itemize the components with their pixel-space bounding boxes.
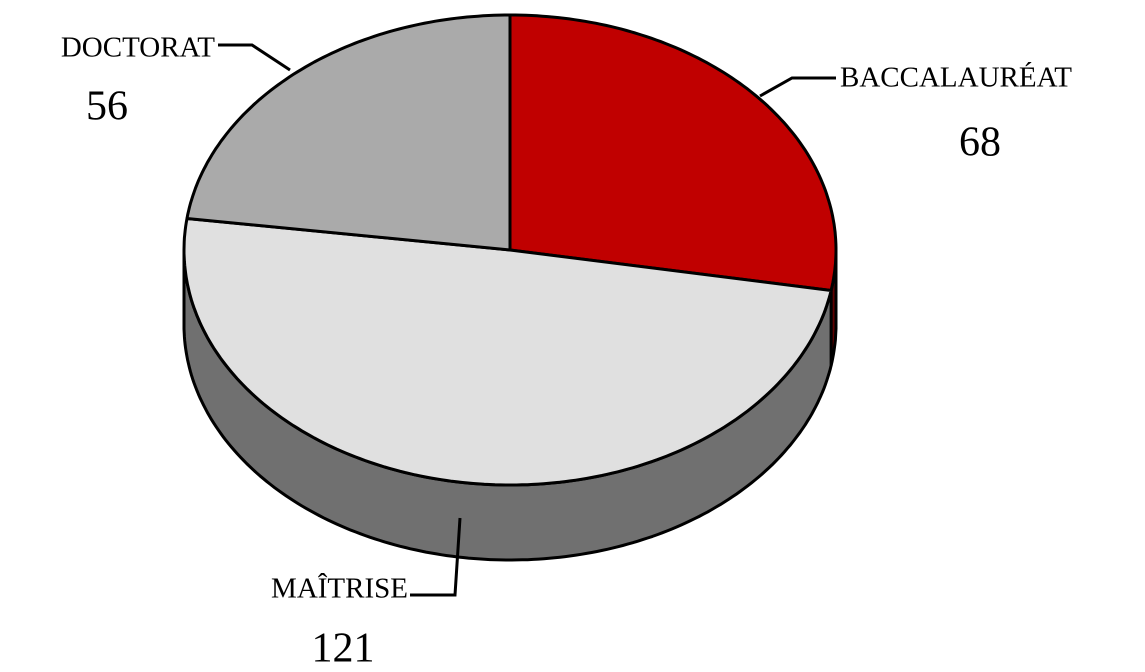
leader-line bbox=[759, 76, 836, 98]
value-label: 121 bbox=[312, 626, 375, 672]
slice-label: DOCTORAT bbox=[61, 32, 215, 64]
slice bbox=[182, 217, 833, 487]
slice-label: MAÎTRISE bbox=[271, 572, 408, 605]
slice-label: BACCALAURÉAT bbox=[840, 61, 1072, 94]
value-label: 56 bbox=[86, 84, 128, 130]
slice bbox=[508, 13, 838, 292]
leader-line bbox=[410, 517, 462, 597]
leader-line bbox=[218, 43, 291, 72]
value-label: 68 bbox=[959, 120, 1001, 166]
pie bbox=[182, 13, 838, 562]
slice bbox=[185, 13, 512, 252]
